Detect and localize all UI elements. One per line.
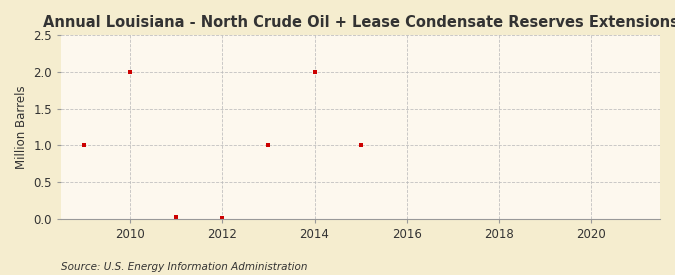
Text: Source: U.S. Energy Information Administration: Source: U.S. Energy Information Administ… [61,262,307,272]
Y-axis label: Million Barrels: Million Barrels [15,85,28,169]
Title: Annual Louisiana - North Crude Oil + Lease Condensate Reserves Extensions: Annual Louisiana - North Crude Oil + Lea… [43,15,675,30]
